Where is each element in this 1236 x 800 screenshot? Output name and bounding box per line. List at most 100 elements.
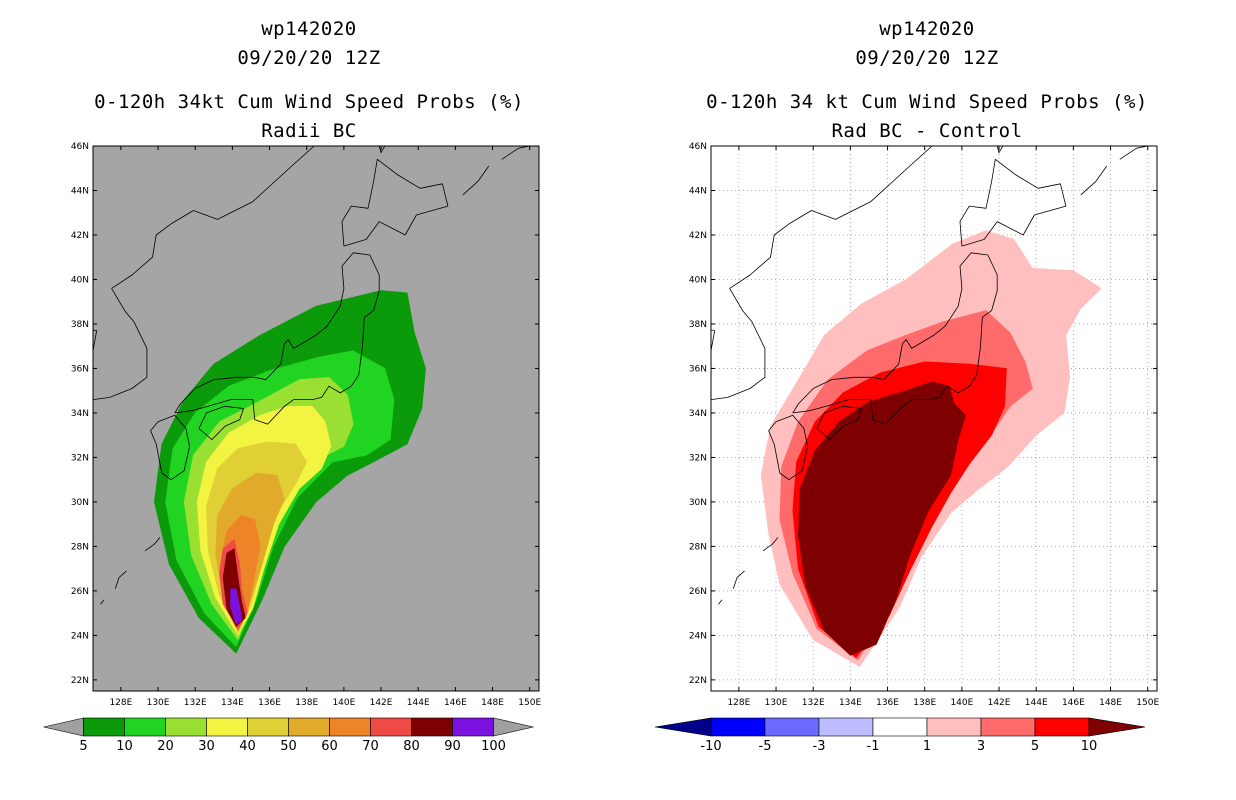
colorbar-box <box>818 717 874 737</box>
y-tick-label: 44N <box>71 186 89 196</box>
x-tick-label: 140E <box>332 698 355 708</box>
x-tick-label: 136E <box>258 698 281 708</box>
colorbar-label: 10 <box>116 739 133 754</box>
x-tick-label: 148E <box>1099 698 1122 708</box>
x-tick-label: 140E <box>950 698 973 708</box>
colorbar-arrow-low <box>654 717 712 737</box>
y-tick-label: 40N <box>689 275 707 285</box>
colorbar-box <box>764 717 820 737</box>
coastline <box>711 330 728 401</box>
x-tick-label: 146E <box>444 698 467 708</box>
rad-bc-minus-control-map: 128E 130E 132E 134E 136E 138E 140E 142E 144E 146E… <box>654 142 1159 754</box>
colorbar-box <box>710 717 766 737</box>
y-tick-label: 36N <box>689 364 707 374</box>
colorbar-box <box>124 717 166 737</box>
coastline <box>727 288 766 398</box>
coastline <box>792 252 988 414</box>
coastline <box>768 414 809 481</box>
left-panel: wp142020 09/20/20 12Z 0-120h 34kt Cum Wi… <box>43 18 541 754</box>
colorbar-label: 70 <box>362 739 379 754</box>
y-tick-label: 24N <box>71 631 89 641</box>
y-tick-label: 46N <box>689 142 707 152</box>
x-tick-label: 142E <box>988 698 1011 708</box>
coastline <box>174 254 380 425</box>
x-tick-label: 128E <box>727 698 750 708</box>
colorbar-box <box>329 717 371 737</box>
x-tick-label: 146E <box>1062 698 1085 708</box>
colorbar-box <box>452 717 494 737</box>
coastline <box>378 146 386 154</box>
x-tick-label: 132E <box>802 698 825 708</box>
x-tick-label: 150E <box>518 698 541 708</box>
y-tick-label: 26N <box>71 587 89 597</box>
coastline <box>462 165 490 196</box>
colorbar-label: 20 <box>157 739 174 754</box>
chart-title: 0-120h 34kt Cum Wind Speed Probs (%) <box>94 91 524 113</box>
coastline <box>816 405 862 441</box>
storm-id: wp142020 <box>261 18 357 40</box>
x-tick-label: 130E <box>765 698 788 708</box>
datetime: 09/20/20 12Z <box>237 47 381 69</box>
x-tick-label: 130E <box>147 698 170 708</box>
colorbar-box <box>872 717 928 737</box>
datetime: 09/20/20 12Z <box>855 47 999 69</box>
colorbar-box <box>206 717 248 737</box>
contour-90 <box>230 588 242 625</box>
colorbar-box <box>247 717 289 737</box>
coastline <box>1080 165 1108 196</box>
colorbar-label: 100 <box>481 739 506 754</box>
colorbar-arrow-high <box>1088 717 1146 737</box>
coastline <box>996 146 1004 154</box>
y-tick-label: 42N <box>689 231 707 241</box>
y-tick-label: 28N <box>71 542 89 552</box>
colorbar-label: -1 <box>867 739 880 754</box>
coastline <box>144 537 161 552</box>
coastline <box>501 146 530 160</box>
colorbar-label: -3 <box>813 739 826 754</box>
x-tick-label: 134E <box>221 698 244 708</box>
colorbar-label: 10 <box>1081 739 1098 754</box>
plot-frame <box>710 145 1158 692</box>
y-tick-label: 44N <box>689 186 707 196</box>
colorbar-box <box>83 717 125 737</box>
coastline <box>341 158 449 247</box>
y-tick-label: 34N <box>71 409 89 419</box>
chart-subtitle: Radii BC <box>261 120 357 142</box>
y-tick-label: 40N <box>71 275 89 285</box>
coastline <box>109 288 148 398</box>
x-tick-label: 148E <box>481 698 504 708</box>
coastline <box>792 254 998 425</box>
x-tick-label: 144E <box>1025 698 1048 708</box>
coastline <box>111 223 172 289</box>
coastline <box>150 414 191 481</box>
coastline <box>762 537 779 552</box>
y-tick-label: 22N <box>689 676 707 686</box>
y-tick-label: 24N <box>689 631 707 641</box>
radii-bc-map: 128E 130E 132E 134E 136E 138E 140E 142E 144E 146E… <box>43 142 541 754</box>
y-tick-label: 26N <box>689 587 707 597</box>
coastline <box>114 570 127 589</box>
y-tick-label: 36N <box>71 364 89 374</box>
x-tick-label: 144E <box>407 698 430 708</box>
coastline <box>93 330 110 401</box>
chart-subtitle: Rad BC - Control <box>831 120 1023 142</box>
coastline <box>732 570 745 589</box>
colorbar: 5 10 20 30 40 50 60 70 80 90 100 <box>43 717 534 754</box>
y-tick-label: 30N <box>71 498 89 508</box>
y-tick-label: 38N <box>689 320 707 330</box>
colorbar-label: -10 <box>700 739 721 754</box>
coastline <box>1119 146 1148 160</box>
storm-id: wp142020 <box>879 18 975 40</box>
y-tick-label: 32N <box>689 453 707 463</box>
x-tick-label: 142E <box>370 698 393 708</box>
coastline <box>788 146 933 225</box>
coastline <box>718 599 723 605</box>
colorbar-box <box>288 717 330 737</box>
colorbar-box <box>370 717 412 737</box>
contour-10 <box>798 381 966 656</box>
x-tick-label: 138E <box>913 698 936 708</box>
coastline <box>959 158 1067 247</box>
y-tick-label: 34N <box>689 409 707 419</box>
coastline <box>100 599 105 605</box>
plot-area <box>711 146 1157 691</box>
